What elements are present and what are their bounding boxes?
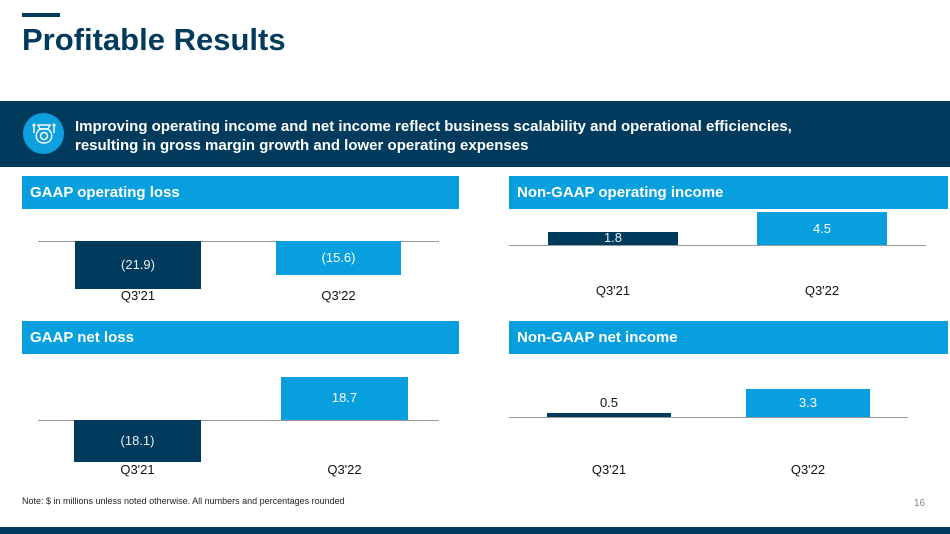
data-label: (15.6) xyxy=(321,250,356,266)
data-label: (21.9) xyxy=(121,257,155,273)
data-label: 18.7 xyxy=(331,390,358,406)
data-label: (18.1) xyxy=(120,432,155,448)
page-number: 16 xyxy=(914,498,926,509)
chart-header: GAAP operating loss xyxy=(22,176,459,209)
chart-bar xyxy=(276,241,401,276)
data-label: 0.5 xyxy=(599,394,619,410)
chart-bar xyxy=(281,376,408,420)
chart-header: GAAP net loss xyxy=(22,321,459,354)
title-accent-line xyxy=(22,13,60,17)
chart-bar xyxy=(548,231,678,245)
key-message-banner xyxy=(0,101,950,167)
chart-bar xyxy=(757,212,887,245)
chart-bar xyxy=(75,241,201,290)
data-label: 3.3 xyxy=(798,394,818,410)
category-label: Q3'22 xyxy=(321,288,356,303)
page-title: Profitable Results xyxy=(22,22,286,57)
chart-axis-line xyxy=(38,241,439,242)
key-message-text: Improving operating income and net incom… xyxy=(75,118,792,154)
chart-header: Non-GAAP net income xyxy=(509,321,948,354)
money-bag-growth-icon xyxy=(23,113,64,154)
chart-bar xyxy=(547,412,671,417)
category-label: Q3'21 xyxy=(120,288,156,303)
category-label: Q3'21 xyxy=(595,283,631,298)
footnote: Note: $ in millions unless noted otherwi… xyxy=(22,496,345,506)
chart-bar xyxy=(746,388,870,417)
footer-bar xyxy=(0,527,950,534)
category-label: Q3'22 xyxy=(790,462,826,477)
category-label: Q3'21 xyxy=(120,462,155,477)
chart-axis-line xyxy=(509,245,926,246)
category-label: Q3'22 xyxy=(327,462,362,477)
category-label: Q3'21 xyxy=(591,462,627,477)
data-label: 1.8 xyxy=(603,230,623,246)
category-label: Q3'22 xyxy=(804,283,840,298)
data-label: 4.5 xyxy=(812,220,832,236)
chart-bar xyxy=(74,420,201,462)
chart-axis-line xyxy=(38,420,439,421)
chart-header: Non-GAAP operating income xyxy=(509,176,948,209)
chart-axis-line xyxy=(509,417,908,418)
